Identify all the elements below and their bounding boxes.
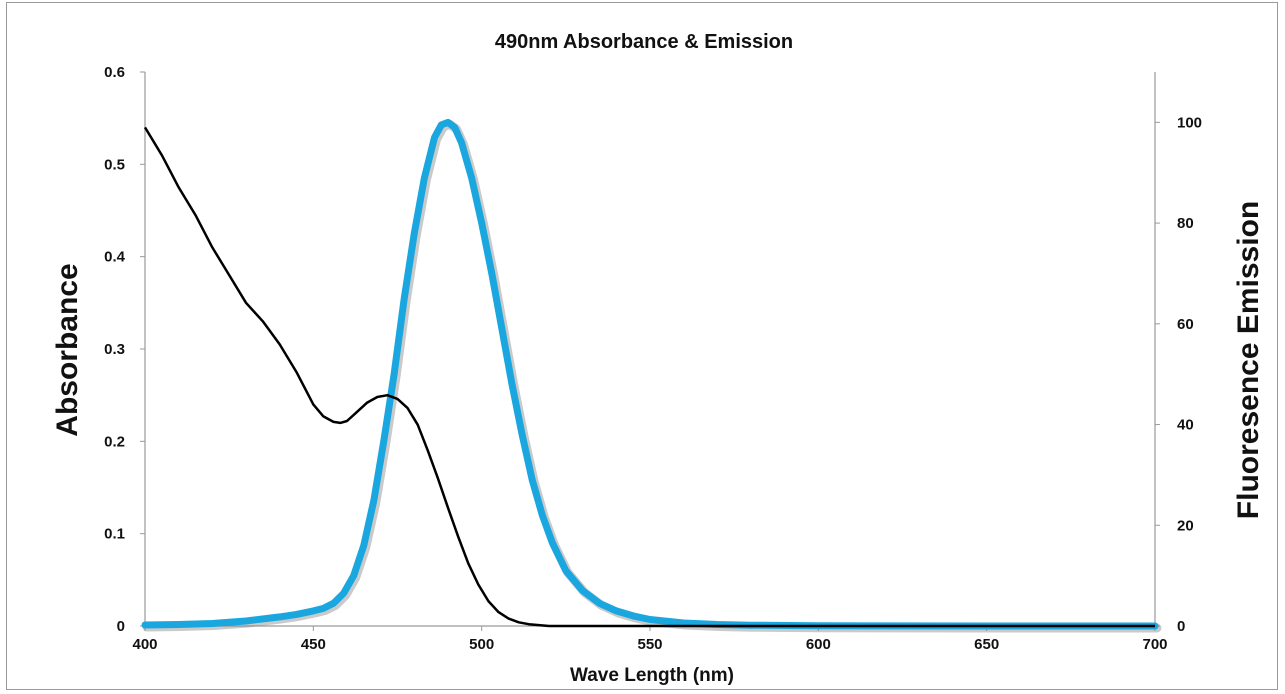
y-right-tick-label: 0 [1177, 618, 1185, 635]
emission-series-line [141, 118, 1159, 630]
y-left-tick-label: 0.5 [104, 156, 125, 173]
y-right-tick-label: 40 [1177, 417, 1194, 434]
x-tick-label: 600 [806, 636, 831, 653]
y-right-tick-label: 20 [1177, 517, 1194, 534]
y-left-tick-label: 0.4 [104, 249, 126, 266]
y-axis-left-label: Absorbance [51, 263, 84, 436]
y-right-tick-label: 60 [1177, 316, 1194, 333]
y-axis-right-label: Fluoresence Emission [1232, 201, 1265, 519]
tick-labels: 0 0.1 0.2 0.3 0.4 0.5 0.6 0 20 40 60 80 100 400 450 500… [104, 64, 1202, 653]
y-right-tick-label: 80 [1177, 215, 1194, 232]
x-tick-label: 400 [132, 636, 157, 653]
x-tick-label: 450 [301, 636, 326, 653]
x-axis-label: Wave Length (nm) [570, 665, 734, 686]
x-tick-label: 500 [469, 636, 494, 653]
axes [140, 71, 1160, 631]
chart-title: 490nm Absorbance & Emission [495, 31, 793, 53]
y-left-tick-label: 0.2 [104, 433, 125, 450]
y-left-tick-label: 0.3 [104, 341, 125, 358]
y-left-tick-label: 0.1 [104, 526, 125, 543]
x-tick-label: 700 [1142, 636, 1167, 653]
x-tick-label: 650 [974, 636, 999, 653]
series-lines [141, 118, 1162, 633]
y-right-tick-label: 100 [1177, 114, 1202, 131]
y-left-tick-label: 0 [117, 618, 125, 635]
absorbance-series-line [143, 126, 1155, 628]
chart-frame [6, 2, 1278, 690]
x-tick-label: 550 [637, 636, 662, 653]
y-left-tick-label: 0.6 [104, 64, 125, 81]
